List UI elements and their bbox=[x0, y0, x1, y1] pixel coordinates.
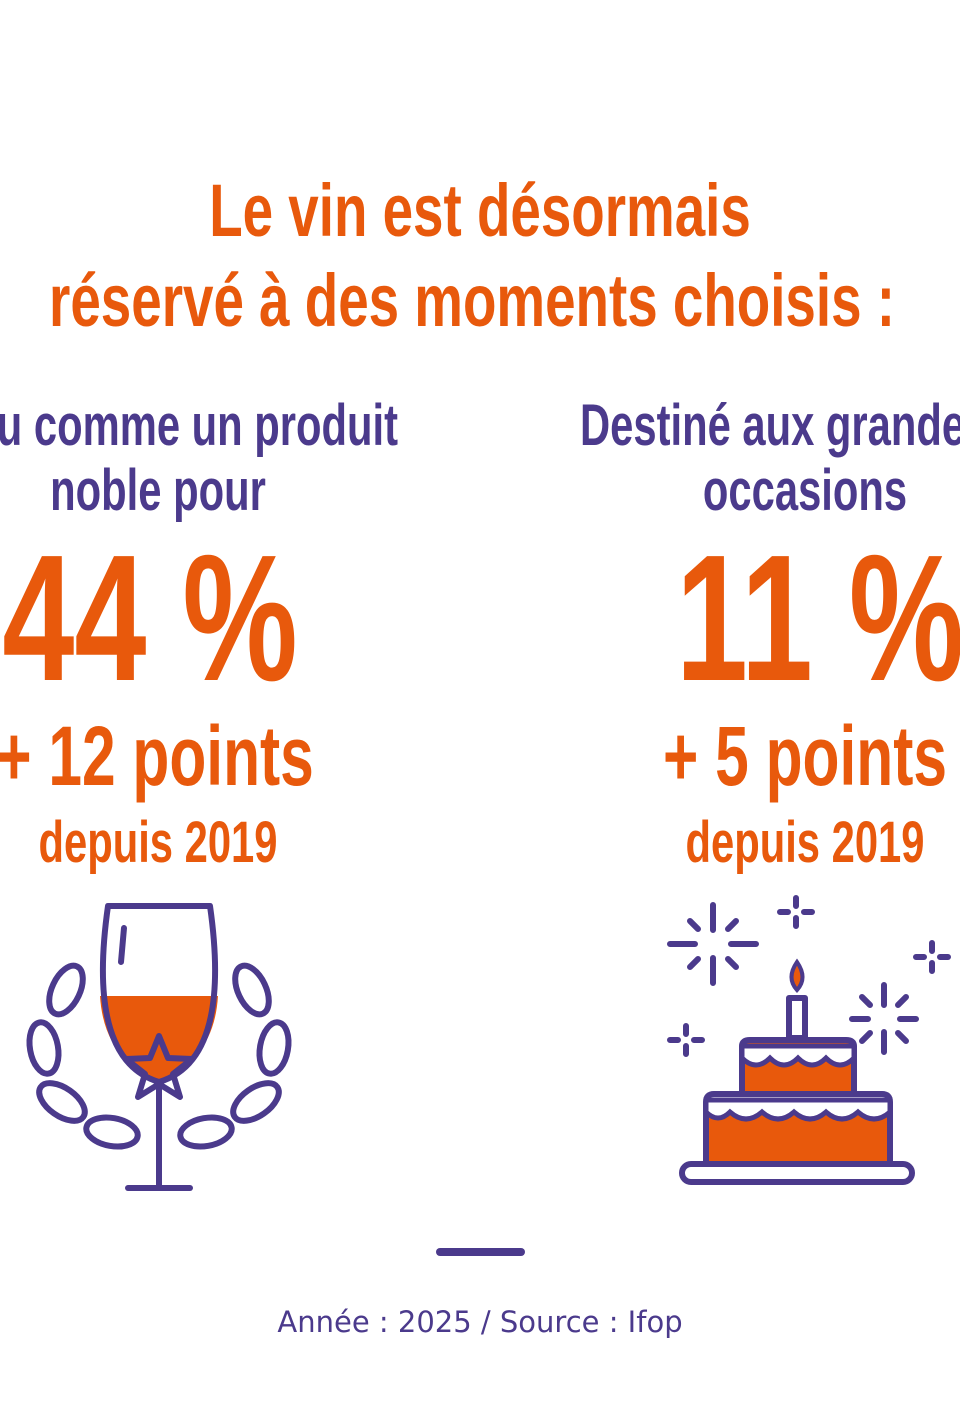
label: occasions bbox=[703, 457, 907, 522]
footer: Année : 2025 / Source : Ifop bbox=[277, 1305, 682, 1339]
label: Destiné aux grandes bbox=[580, 392, 960, 457]
since: depuis 2019 bbox=[686, 809, 925, 874]
value: 11 % bbox=[676, 518, 960, 719]
since: depuis 2019 bbox=[39, 809, 278, 874]
wine-icon bbox=[26, 903, 292, 1191]
title-line: Le vin est désormais bbox=[209, 169, 751, 252]
cake-icon bbox=[667, 895, 951, 1185]
title-line: réservé à des moments choisis : bbox=[49, 259, 895, 342]
column-left: Perçu comme un produit noble pour 44 % +… bbox=[0, 392, 398, 874]
title: Le vin est désormais réservé à des momen… bbox=[49, 169, 895, 342]
column-right: Destiné aux grandes occasions 11 % + 5 p… bbox=[580, 392, 960, 874]
label: noble pour bbox=[50, 457, 266, 522]
label: Perçu comme un produit bbox=[0, 392, 398, 457]
value: 44 % bbox=[2, 518, 297, 719]
change: + 12 points bbox=[0, 709, 314, 803]
change: + 5 points bbox=[663, 709, 947, 803]
